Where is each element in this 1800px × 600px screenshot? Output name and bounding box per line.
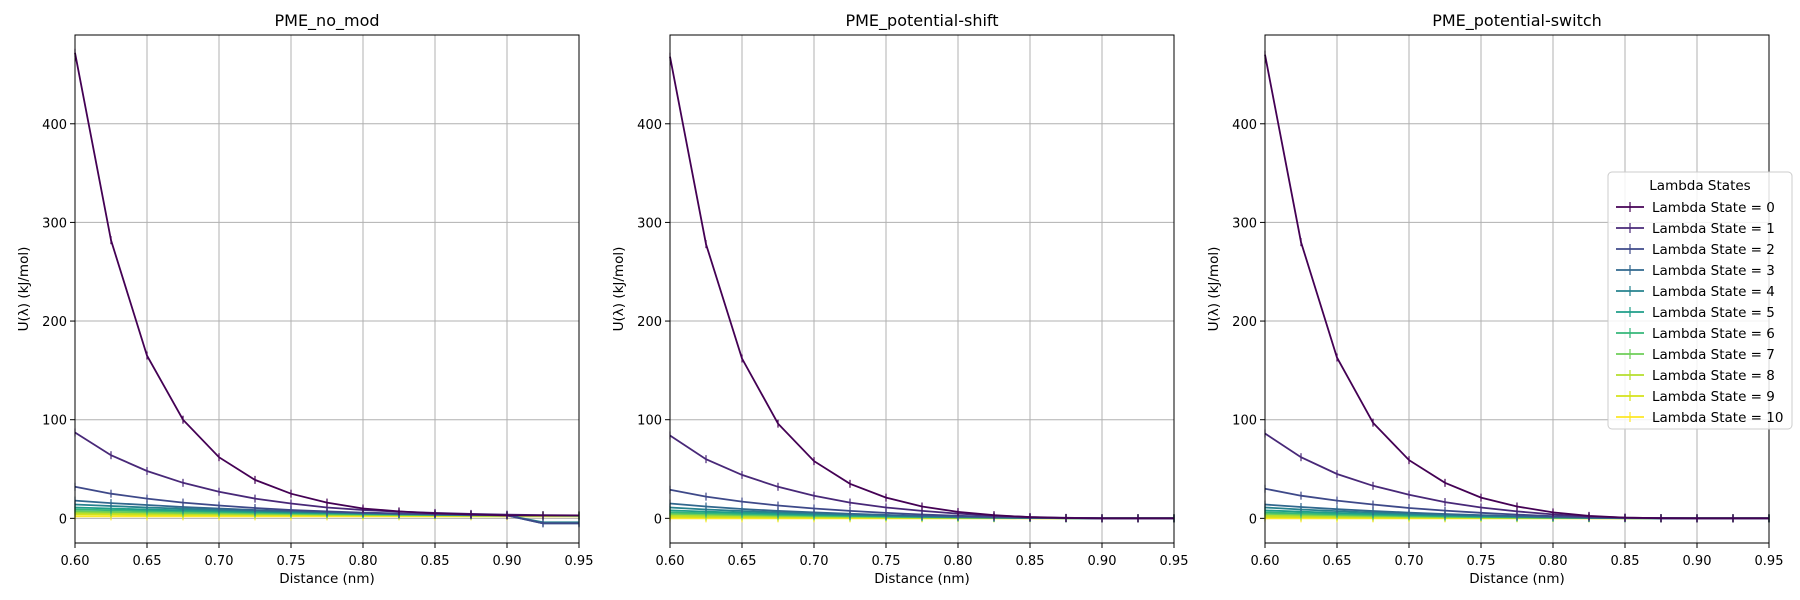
legend: Lambda States Lambda State = 0 Lambda Stat… <box>1607 171 1793 430</box>
x-tick-label: 0.70 <box>800 554 829 569</box>
x-tick-label: 0.80 <box>944 554 973 569</box>
x-tick-label: 0.95 <box>1755 554 1784 569</box>
legend-entry-label: Lambda State = 0 <box>1652 200 1775 216</box>
legend-entry-label: Lambda State = 2 <box>1652 242 1775 258</box>
series-group <box>74 48 580 528</box>
x-tick-label: 0.75 <box>1467 554 1496 569</box>
x-tick-label: 0.90 <box>1088 554 1117 569</box>
x-tick-label: 0.85 <box>421 554 450 569</box>
subplot-title: PME_potential-shift <box>845 11 998 31</box>
y-tick-label: 100 <box>637 414 662 429</box>
y-tick-label: 200 <box>637 315 662 330</box>
x-tick-label: 0.75 <box>277 554 306 569</box>
axes-frame <box>669 34 1175 544</box>
y-tick-label: 0 <box>654 512 662 527</box>
legend-entry-label: Lambda State = 10 <box>1652 410 1783 426</box>
y-tick-label: 300 <box>637 216 662 231</box>
x-tick-label: 0.90 <box>1683 554 1712 569</box>
y-tick-label: 0 <box>1249 512 1257 527</box>
y-tick-label: 200 <box>42 315 67 330</box>
y-axis-label: U(λ) (kJ/mol) <box>1206 247 1222 332</box>
y-tick-label: 200 <box>1232 315 1257 330</box>
legend-entry-label: Lambda State = 7 <box>1652 347 1775 363</box>
series-group <box>669 52 1175 523</box>
legend-entry-label: Lambda State = 9 <box>1652 389 1775 405</box>
subplot-title: PME_potential-switch <box>1432 11 1602 31</box>
y-tick-label: 400 <box>637 118 662 133</box>
x-tick-label: 0.90 <box>493 554 522 569</box>
x-tick-label: 0.60 <box>1251 554 1280 569</box>
legend-entry-label: Lambda State = 3 <box>1652 263 1775 279</box>
x-axis-label: Distance (nm) <box>279 571 375 587</box>
legend-entry-label: Lambda State = 8 <box>1652 368 1775 384</box>
legend-entry-label: Lambda State = 5 <box>1652 305 1775 321</box>
x-tick-label: 0.80 <box>1539 554 1568 569</box>
x-axis-label: Distance (nm) <box>874 571 970 587</box>
legend-box <box>1607 171 1793 430</box>
x-tick-label: 0.60 <box>656 554 685 569</box>
x-tick-label: 0.65 <box>133 554 162 569</box>
subplot-panel: 0.60 0.65 0.70 0.75 0.80 0.85 0.90 0.95 0 100 200 3… <box>1206 11 1783 587</box>
axes-frame <box>74 34 580 544</box>
legend-entry-label: Lambda State = 4 <box>1652 284 1775 300</box>
y-tick-label: 300 <box>42 216 67 231</box>
x-tick-label: 0.70 <box>205 554 234 569</box>
y-tick-label: 0 <box>59 512 67 527</box>
y-axis-label: U(λ) (kJ/mol) <box>16 247 32 332</box>
y-tick-label: 300 <box>1232 216 1257 231</box>
y-tick-label: 100 <box>42 414 67 429</box>
legend-entry-label: Lambda State = 6 <box>1652 326 1775 342</box>
legend-entry-label: Lambda State = 1 <box>1652 221 1775 237</box>
y-tick-label: 100 <box>1232 414 1257 429</box>
x-tick-label: 0.85 <box>1016 554 1045 569</box>
subplot-title: PME_no_mod <box>274 11 379 31</box>
y-tick-label: 400 <box>1232 118 1257 133</box>
x-tick-label: 0.65 <box>728 554 757 569</box>
x-tick-label: 0.95 <box>565 554 594 569</box>
x-axis-label: Distance (nm) <box>1469 571 1565 587</box>
y-tick-label: 400 <box>42 118 67 133</box>
series-group <box>1264 50 1770 523</box>
x-tick-label: 0.85 <box>1611 554 1640 569</box>
subplot-panel: 0.60 0.65 0.70 0.75 0.80 0.85 0.90 0.95 0 100 200 3… <box>611 11 1188 587</box>
x-tick-label: 0.65 <box>1323 554 1352 569</box>
subplot-panel: 0.60 0.65 0.70 0.75 0.80 0.85 0.90 0.95 0 100 200 3… <box>16 11 593 587</box>
series-line-lambda-0 <box>74 52 579 517</box>
legend-title: Lambda States <box>1649 178 1750 194</box>
x-tick-label: 0.80 <box>349 554 378 569</box>
x-tick-label: 0.70 <box>1395 554 1424 569</box>
y-axis-label: U(λ) (kJ/mol) <box>611 247 627 332</box>
x-tick-label: 0.60 <box>61 554 90 569</box>
series-line-lambda-0 <box>669 56 1174 520</box>
x-tick-label: 0.95 <box>1160 554 1189 569</box>
x-tick-label: 0.75 <box>872 554 901 569</box>
